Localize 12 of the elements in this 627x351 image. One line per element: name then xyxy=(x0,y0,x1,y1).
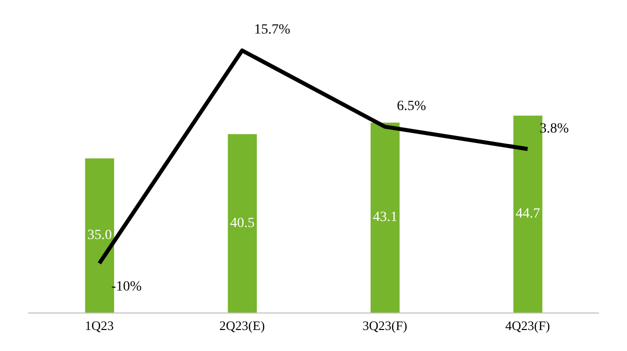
x-tick-label: 4Q23(F) xyxy=(505,318,550,334)
x-tick-label: 3Q23(F) xyxy=(362,318,408,334)
bar xyxy=(370,122,400,313)
data-label: 15.7% xyxy=(254,22,291,38)
data-label: 35.0 xyxy=(87,228,112,243)
data-label: 6.5% xyxy=(396,98,426,114)
data-label: 40.5 xyxy=(230,216,255,231)
data-label: 44.7 xyxy=(516,206,540,222)
x-tick-label: 1Q23 xyxy=(84,318,114,334)
data-label: 43.1 xyxy=(372,210,398,226)
x-tick-label: 2Q23(E) xyxy=(219,318,265,334)
bar xyxy=(228,134,257,313)
